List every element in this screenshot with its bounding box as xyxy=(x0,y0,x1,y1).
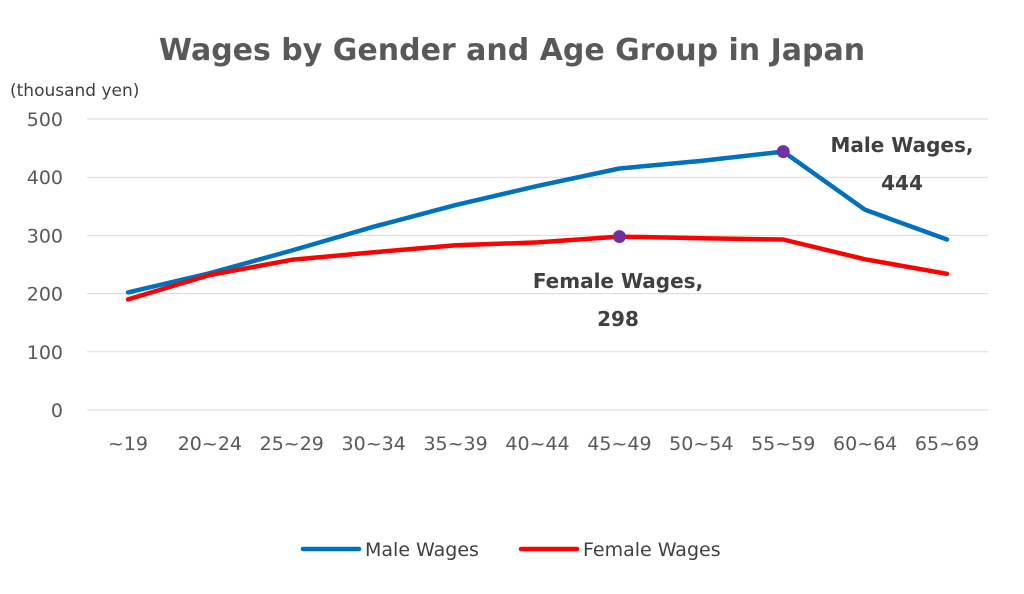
x-tick-label: 55~59 xyxy=(751,433,815,455)
legend-label: Male Wages xyxy=(365,539,479,561)
x-tick-label: 20~24 xyxy=(178,433,242,455)
x-tick-label: 60~64 xyxy=(833,433,897,455)
y-tick-label: 200 xyxy=(27,284,63,306)
y-axis-unit-label: (thousand yen) xyxy=(10,81,139,101)
x-tick-label: 35~39 xyxy=(423,433,487,455)
x-tick-label: 45~49 xyxy=(587,433,651,455)
x-tick-label: 65~69 xyxy=(915,433,979,455)
y-tick-label: 300 xyxy=(27,225,63,247)
legend: Male Wages Female Wages xyxy=(300,539,721,561)
female-wages-highlight-marker xyxy=(612,230,626,244)
male-wages-annotation-label: Male Wages, xyxy=(830,133,973,157)
x-tick-label: 25~29 xyxy=(260,433,324,455)
x-tick-label: 50~54 xyxy=(669,433,733,455)
y-tick-label: 500 xyxy=(27,109,63,131)
y-tick-label: 0 xyxy=(51,400,63,422)
x-axis-ticks: ~19 20~24 25~29 30~34 35~39 40~44 45~49 50~54 55… xyxy=(108,433,979,455)
y-axis-ticks: 0 100 200 300 400 500 xyxy=(27,109,63,422)
y-tick-label: 100 xyxy=(27,342,63,364)
x-tick-label: 40~44 xyxy=(505,433,569,455)
male-wages-highlight-marker xyxy=(776,145,790,159)
y-tick-label: 400 xyxy=(27,167,63,189)
gridlines xyxy=(87,118,988,411)
female-wages-annotation-label: Female Wages, xyxy=(533,269,703,293)
male-wages-line xyxy=(125,149,950,295)
legend-label: Female Wages xyxy=(583,539,721,561)
legend-item-female-wages: Female Wages xyxy=(518,539,721,561)
female-wages-annotation-value: 298 xyxy=(597,307,639,331)
legend-item-male-wages: Male Wages xyxy=(300,539,479,561)
series-lines xyxy=(125,149,950,302)
male-wages-annotation-value: 444 xyxy=(881,171,923,195)
chart-title: Wages by Gender and Age Group in Japan xyxy=(159,33,865,68)
x-tick-label: 30~34 xyxy=(342,433,406,455)
annotations: Male Wages, 444 Female Wages, 298 xyxy=(533,133,974,331)
female-wages-line xyxy=(125,234,950,302)
x-tick-label: ~19 xyxy=(108,433,148,455)
